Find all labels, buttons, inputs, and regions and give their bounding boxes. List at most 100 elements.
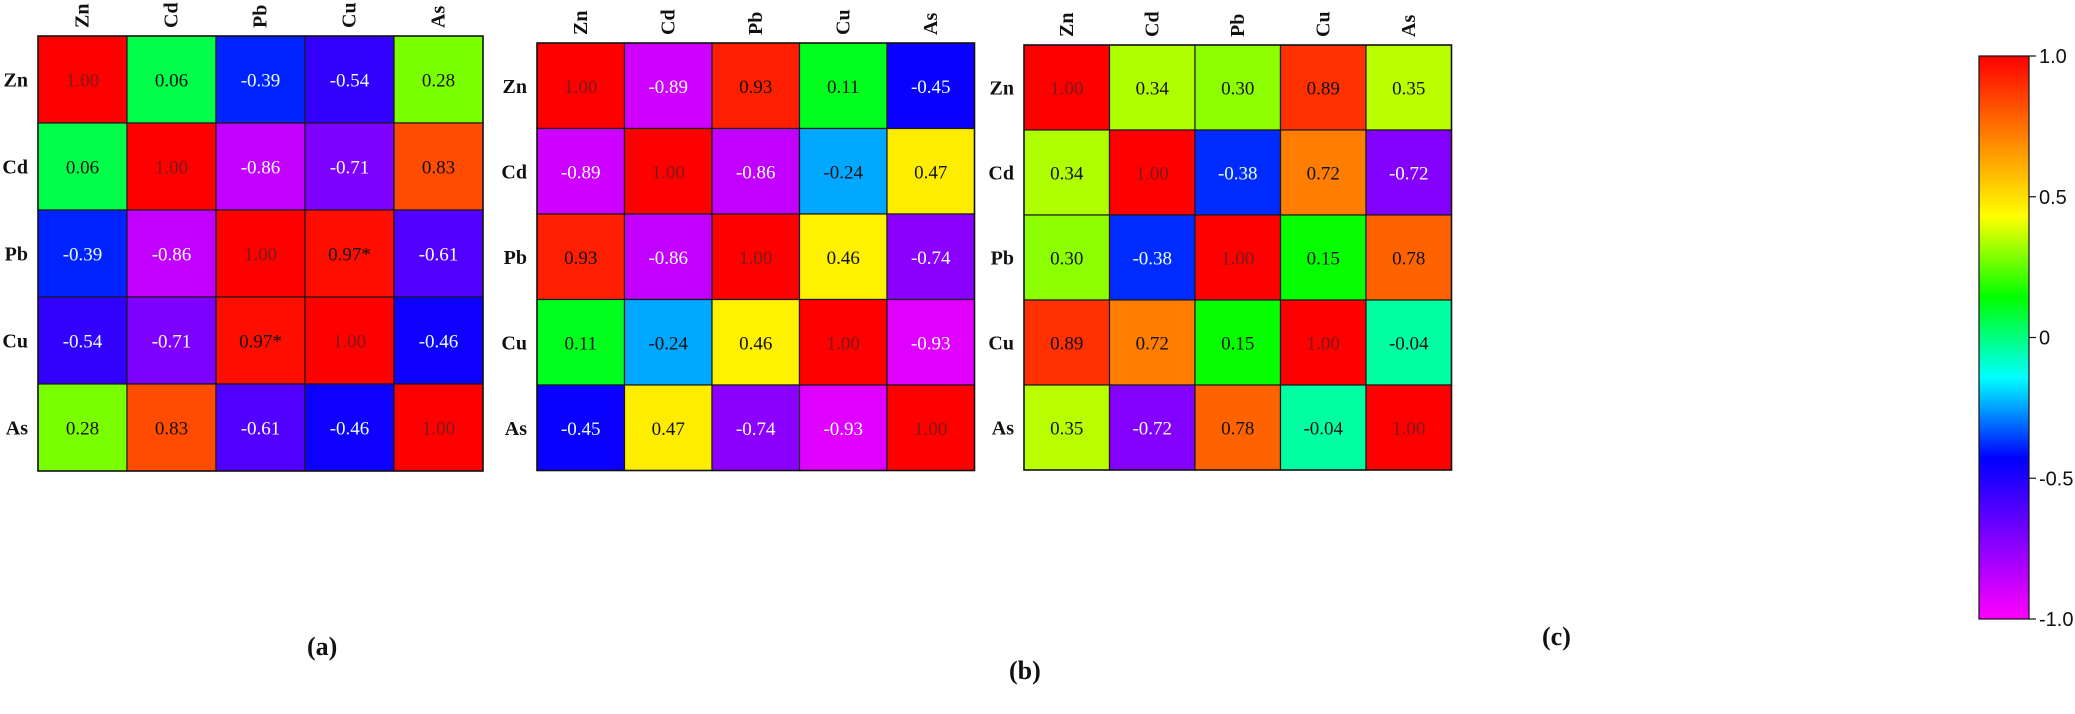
row-label-zn: Zn bbox=[990, 78, 1014, 100]
cell-value-label: 0.30 bbox=[1221, 79, 1254, 100]
heatmap-cell bbox=[623, 127, 713, 215]
heatmap-cell bbox=[1365, 384, 1453, 471]
cell-value-label: 0.93 bbox=[564, 248, 597, 269]
col-label-cd: Cd bbox=[161, 2, 183, 28]
heatmap-panel-c: 1.00 0.34 0.30 0.89 0.35 0.34 1.00 -0.38 0.72 -0.… bbox=[988, 11, 1453, 471]
panel-label-c: (c) bbox=[1542, 622, 1571, 651]
colorbar-tick-label: 0.5 bbox=[2039, 187, 2067, 209]
heatmap-cell bbox=[886, 127, 976, 215]
cell-value-label: 0.78 bbox=[1392, 249, 1425, 270]
heatmap-cell bbox=[1108, 214, 1196, 301]
cell-value-label: -0.74 bbox=[736, 419, 776, 440]
heatmap-cell bbox=[536, 127, 626, 215]
cell-value-label: -0.38 bbox=[1218, 164, 1258, 185]
panel-label-a: (a) bbox=[307, 632, 338, 661]
cell-value-label: -0.86 bbox=[152, 245, 192, 266]
colorbar-tick-label: 0 bbox=[2039, 328, 2050, 350]
heatmap-cell bbox=[215, 383, 306, 472]
heatmap-cell bbox=[1194, 44, 1282, 131]
heatmap-cell bbox=[37, 122, 128, 211]
heatmap-cell bbox=[1365, 299, 1453, 386]
cell-value-label: -0.04 bbox=[1303, 419, 1343, 440]
cell-value-label: -0.45 bbox=[911, 77, 951, 98]
col-label-zn: Zn bbox=[570, 11, 592, 35]
cell-value-label: 1.00 bbox=[1392, 419, 1425, 440]
cell-value-label: -0.38 bbox=[1132, 249, 1172, 270]
cell-value-label: 0.46 bbox=[827, 248, 860, 269]
col-label-pb: Pb bbox=[1227, 14, 1249, 37]
col-label-cu: Cu bbox=[1312, 11, 1334, 37]
heatmap-cell bbox=[215, 209, 306, 298]
cell-value-label: -0.46 bbox=[330, 419, 370, 440]
cell-value-label: 0.89 bbox=[1050, 334, 1083, 355]
heatmap-cell bbox=[393, 122, 484, 211]
cell-value-label: 0.97* bbox=[328, 245, 371, 266]
cell-value-label: -0.89 bbox=[648, 77, 688, 98]
col-label-zn: Zn bbox=[1056, 13, 1078, 37]
row-label-as: As bbox=[505, 418, 527, 440]
cell-value-label: -0.71 bbox=[152, 332, 192, 353]
row-label-zn: Zn bbox=[4, 70, 28, 92]
cell-value-label: 0.46 bbox=[739, 333, 772, 354]
heatmap-cell bbox=[304, 35, 395, 124]
heatmap-cell bbox=[126, 209, 217, 298]
cell-value-label: 0.34 bbox=[1136, 79, 1170, 100]
cell-value-label: 1.00 bbox=[1307, 334, 1340, 355]
heatmap-panel-a: 1.00 0.06 -0.39 -0.54 0.28 0.06 1.00 -0.86 -0.71… bbox=[2, 2, 484, 472]
cell-value-label: -0.46 bbox=[419, 332, 459, 353]
cell-value-label: 0.30 bbox=[1050, 249, 1083, 270]
cell-value-label: -0.93 bbox=[911, 333, 951, 354]
row-label-as: As bbox=[6, 418, 28, 440]
row-label-cd: Cd bbox=[501, 161, 527, 183]
heatmap-border bbox=[536, 42, 976, 472]
cell-value-label: 0.11 bbox=[827, 77, 860, 98]
heatmap-cell bbox=[1279, 129, 1367, 216]
cell-value-label: 0.35 bbox=[1392, 79, 1425, 100]
heatmap-cell bbox=[623, 298, 713, 386]
heatmap-cell bbox=[798, 298, 888, 386]
heatmap-cell bbox=[1194, 214, 1282, 301]
row-label-cu: Cu bbox=[2, 331, 28, 353]
cell-value-label: 1.00 bbox=[914, 419, 947, 440]
heatmap-cell bbox=[304, 209, 395, 298]
heatmap-cell bbox=[886, 42, 976, 130]
cell-value-label: -0.54 bbox=[63, 332, 103, 353]
col-label-pb: Pb bbox=[250, 5, 272, 28]
cell-value-label: 1.00 bbox=[244, 245, 277, 266]
cell-value-label: -0.86 bbox=[648, 248, 688, 269]
row-label-cu: Cu bbox=[988, 333, 1014, 355]
heatmap-cell bbox=[304, 296, 395, 385]
col-label-zn: Zn bbox=[72, 4, 94, 28]
heatmap-cell bbox=[215, 296, 306, 385]
cell-value-label: -0.86 bbox=[241, 158, 281, 179]
heatmap-cell bbox=[1194, 299, 1282, 386]
col-label-cu: Cu bbox=[832, 9, 854, 35]
col-label-cd: Cd bbox=[1141, 11, 1163, 37]
cell-value-label: 1.00 bbox=[66, 71, 99, 92]
cell-value-label: -0.93 bbox=[823, 419, 863, 440]
cell-value-label: 1.00 bbox=[155, 158, 188, 179]
cell-value-label: -0.72 bbox=[1389, 164, 1429, 185]
heatmap-cell bbox=[126, 383, 217, 472]
heatmap-cell bbox=[126, 35, 217, 124]
heatmap-cell bbox=[1108, 129, 1196, 216]
cell-value-label: -0.39 bbox=[63, 245, 103, 266]
heatmap-cell bbox=[126, 296, 217, 385]
heatmap-cell bbox=[623, 42, 713, 130]
col-label-pb: Pb bbox=[745, 12, 767, 35]
colorbar-tick-label: 1.0 bbox=[2039, 46, 2067, 68]
cell-value-label: 1.00 bbox=[1221, 249, 1254, 270]
heatmap-cell bbox=[1365, 129, 1453, 216]
heatmap-cell bbox=[1365, 214, 1453, 301]
cell-value-label: 0.47 bbox=[652, 419, 685, 440]
cell-value-label: 0.06 bbox=[155, 71, 188, 92]
cell-value-label: 0.15 bbox=[1307, 249, 1340, 270]
heatmap-cell bbox=[1279, 299, 1367, 386]
cell-value-label: -0.24 bbox=[823, 162, 863, 183]
cell-value-label: 0.35 bbox=[1050, 419, 1083, 440]
cell-value-label: -0.24 bbox=[648, 333, 688, 354]
cell-value-label: 0.83 bbox=[422, 158, 455, 179]
heatmap-cell bbox=[1023, 44, 1111, 131]
cell-value-label: -0.04 bbox=[1389, 334, 1429, 355]
cell-value-label: 0.72 bbox=[1136, 334, 1169, 355]
